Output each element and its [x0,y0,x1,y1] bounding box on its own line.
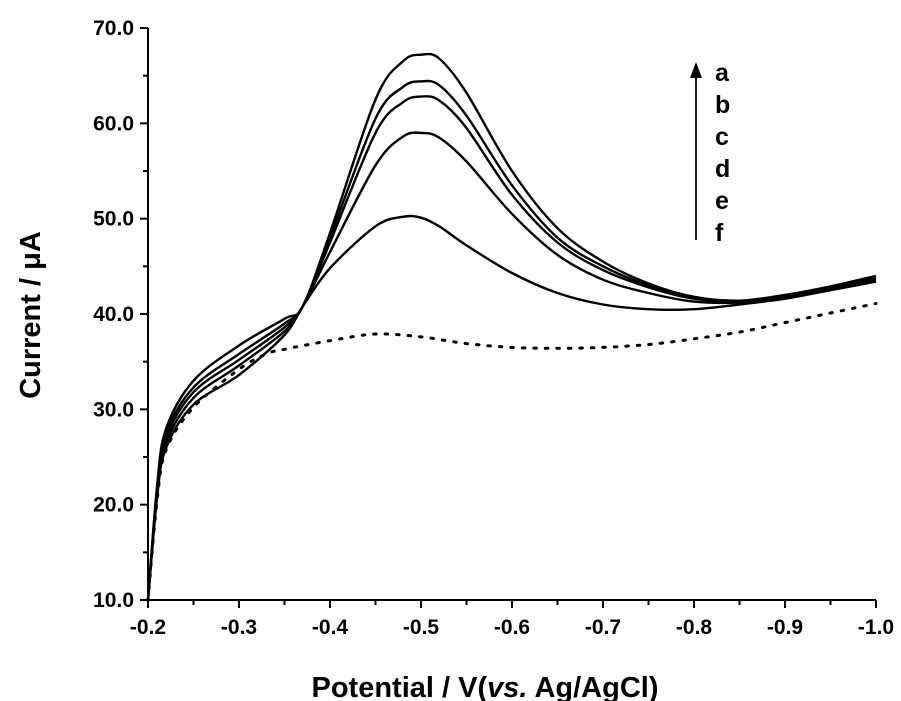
x-axis-title: Potential / V(vs. Ag/AgCl) [312,672,659,701]
y-tick-label: 40.0 [93,303,134,326]
legend-label-d: d [715,155,730,183]
x-tick-label: -0.4 [312,616,349,639]
x-axis-title-part-3: Ag/AgCl) [527,672,658,701]
x-tick-label: -0.3 [221,616,257,639]
y-tick-label: 50.0 [93,208,134,231]
legend-label-a: a [715,59,730,87]
x-tick-label: -1.0 [858,616,894,639]
y-tick-label: 10.0 [93,589,134,612]
x-axis-title-part-2: vs. [487,672,527,701]
x-tick-label: -0.2 [130,616,166,639]
legend-label-e: e [715,187,729,215]
x-tick-label: -0.8 [676,616,713,639]
y-tick-label: 60.0 [93,112,134,135]
x-tick-label: -0.9 [767,616,803,639]
y-tick-label: 20.0 [93,494,134,517]
x-axis-title-part-1: Potential / V( [312,672,488,701]
x-tick-label: -0.7 [585,616,621,639]
legend-label-f: f [715,219,724,247]
y-tick-label: 70.0 [93,17,134,40]
x-tick-label: -0.6 [494,616,530,639]
x-tick-label: -0.5 [403,616,440,639]
legend-label-b: b [715,91,730,119]
y-axis-title: Current / μA [15,231,47,399]
y-tick-label: 30.0 [93,398,134,421]
legend-label-c: c [715,123,729,151]
